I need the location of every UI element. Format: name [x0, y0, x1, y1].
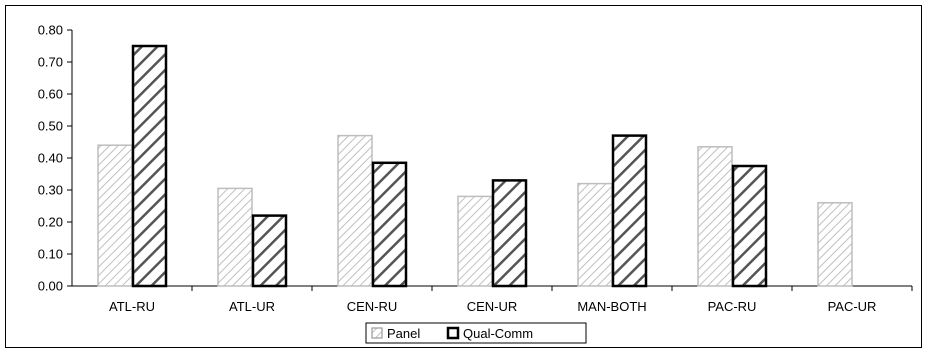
- x-tick-label: CEN-UR: [467, 299, 518, 314]
- y-tick-label: 0.50: [38, 119, 63, 134]
- y-tick-label: 0.70: [38, 55, 63, 70]
- x-tick-label: ATL-RU: [109, 299, 155, 314]
- x-tick-label: MAN-BOTH: [577, 299, 646, 314]
- y-tick-label: 0.10: [38, 247, 63, 262]
- axes: 0.00 0.10 0.20 0.30 0.40 0.50 0.60 0.70 0.80 ATL-…: [38, 23, 913, 314]
- legend-label-qual-comm: Qual-Comm: [463, 326, 533, 341]
- x-tick-label: PAC-UR: [828, 299, 877, 314]
- legend-label-panel: Panel: [387, 326, 420, 341]
- y-tick-label: 0.00: [38, 279, 63, 294]
- y-tick-label: 0.30: [38, 183, 63, 198]
- bars: [97, 44, 853, 288]
- y-tick-label: 0.20: [38, 215, 63, 230]
- bar-qual-comm: [491, 179, 528, 288]
- x-tick-label: ATL-UR: [229, 299, 275, 314]
- y-tick-label: 0.40: [38, 151, 63, 166]
- bar-qual-comm: [131, 44, 168, 288]
- bar-qual-comm: [251, 214, 288, 288]
- x-tick-label: PAC-RU: [708, 299, 757, 314]
- bar-panel: [817, 202, 853, 287]
- legend-swatch-qual-comm: [446, 326, 460, 340]
- bar-qual-comm: [611, 134, 648, 288]
- bar-panel: [337, 134, 373, 287]
- legend: Panel Qual-Comm: [365, 322, 587, 344]
- y-tick-label: 0.60: [38, 87, 63, 102]
- legend-box: [365, 322, 587, 344]
- bar-panel: [457, 195, 493, 287]
- legend-swatch-panel: [371, 327, 383, 339]
- bar-qual-comm: [371, 161, 408, 288]
- y-tick-label: 0.80: [38, 23, 63, 38]
- bar-panel: [97, 144, 133, 287]
- bar-panel: [217, 187, 253, 287]
- bar-panel: [577, 182, 613, 287]
- bar-panel: [697, 146, 733, 287]
- x-tick-label: CEN-RU: [347, 299, 398, 314]
- bar-qual-comm: [731, 164, 768, 288]
